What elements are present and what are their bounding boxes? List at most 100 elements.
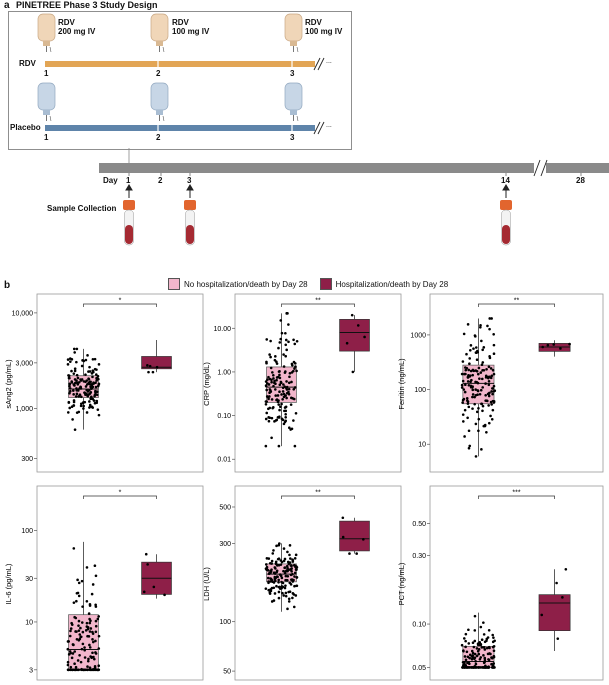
y-tick-label: 3,000 xyxy=(15,360,33,367)
data-point xyxy=(68,357,72,360)
data-point xyxy=(83,648,86,652)
placebo-timeline-bar xyxy=(45,125,315,131)
box-no-hospitalization xyxy=(460,317,497,458)
data-point xyxy=(265,567,269,571)
data-point xyxy=(275,378,278,382)
data-point xyxy=(293,564,297,567)
data-point xyxy=(480,377,484,381)
data-point xyxy=(483,658,487,662)
data-point xyxy=(475,654,479,658)
data-point xyxy=(96,617,100,621)
box-no-hospitalization xyxy=(460,612,496,669)
data-point xyxy=(490,403,493,406)
data-point xyxy=(68,391,71,395)
placebo-bag-2-icon xyxy=(150,82,169,122)
data-point xyxy=(491,408,495,412)
data-point xyxy=(471,407,474,410)
data-point xyxy=(464,368,468,372)
data-point xyxy=(292,605,296,609)
data-point xyxy=(469,344,473,347)
data-point xyxy=(290,567,293,570)
data-point xyxy=(278,587,282,590)
data-point xyxy=(84,358,88,362)
data-point xyxy=(288,553,291,557)
y-tick-label: 300 xyxy=(219,541,231,548)
data-point xyxy=(68,387,72,390)
data-point xyxy=(269,366,273,370)
rdv-ellipsis: ... xyxy=(326,58,332,65)
data-point xyxy=(84,373,87,376)
data-point xyxy=(490,390,493,393)
data-point xyxy=(486,375,490,379)
data-point xyxy=(75,387,78,390)
data-point xyxy=(471,651,475,655)
data-point xyxy=(277,580,280,584)
data-point xyxy=(291,572,294,576)
data-point xyxy=(294,568,298,571)
significance-bracket xyxy=(281,495,355,499)
data-point xyxy=(89,380,92,384)
data-point xyxy=(277,370,281,373)
data-point xyxy=(492,649,496,653)
data-point xyxy=(486,324,489,328)
significance-marker: ** xyxy=(315,298,321,305)
data-point xyxy=(86,665,89,668)
data-point xyxy=(278,376,282,380)
data-point xyxy=(350,313,354,317)
study-design-diagram xyxy=(37,13,609,246)
data-point xyxy=(282,395,286,399)
data-point xyxy=(469,380,472,384)
data-point xyxy=(474,388,477,391)
data-point xyxy=(285,396,288,400)
data-point xyxy=(559,347,562,350)
data-point xyxy=(94,381,97,385)
data-point xyxy=(79,660,83,664)
data-point xyxy=(87,635,91,638)
rdv-day-3: 3 xyxy=(290,69,295,78)
data-point xyxy=(490,317,493,320)
data-point xyxy=(267,416,270,419)
data-point xyxy=(66,663,70,667)
data-point xyxy=(468,357,472,360)
data-point xyxy=(285,380,288,383)
legend-label-no-hosp: No hospitalization/death by Day 28 xyxy=(184,279,308,289)
data-point xyxy=(291,580,295,583)
y-tick-label: 1.00 xyxy=(217,369,231,376)
data-point xyxy=(492,654,496,658)
data-point xyxy=(75,360,78,364)
y-axis-label: PCT (ng/mL) xyxy=(397,562,406,605)
data-point xyxy=(146,563,149,566)
data-point xyxy=(475,410,479,414)
legend-swatch-hosp xyxy=(319,278,332,290)
data-point xyxy=(461,660,465,664)
significance-bracket xyxy=(83,495,157,499)
data-point xyxy=(492,343,496,347)
data-point xyxy=(269,571,272,575)
data-point xyxy=(277,578,280,582)
data-point xyxy=(75,637,79,641)
data-point xyxy=(68,668,72,672)
data-point xyxy=(462,637,466,640)
data-point xyxy=(274,382,277,386)
timeline-day-28: 28 xyxy=(576,176,585,185)
data-point xyxy=(475,358,479,362)
chart-frame xyxy=(36,293,204,473)
data-point xyxy=(88,646,92,649)
significance-bracket xyxy=(478,303,555,307)
y-tick-label: 0.10 xyxy=(217,413,231,420)
data-point xyxy=(266,378,269,381)
data-point xyxy=(291,397,294,400)
data-point xyxy=(96,374,100,378)
data-point xyxy=(480,646,484,649)
data-point xyxy=(90,592,94,596)
data-point xyxy=(478,377,481,380)
data-point xyxy=(479,324,482,327)
data-point xyxy=(474,666,477,669)
data-point xyxy=(277,346,280,350)
data-point xyxy=(77,629,81,632)
rdv-dose-3-label: RDV 100 mg IV xyxy=(305,18,343,36)
data-point xyxy=(278,383,282,386)
data-point xyxy=(265,557,269,560)
data-point xyxy=(88,643,91,647)
data-point xyxy=(480,638,484,642)
